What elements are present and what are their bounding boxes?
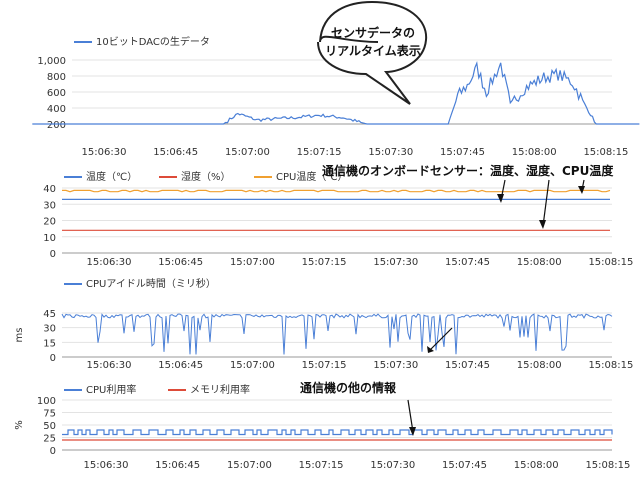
y-tick-label: 800 [47, 72, 66, 83]
y-tick-label: 75 [43, 409, 56, 420]
arrow-humidity [542, 179, 550, 227]
y-tick-label: 25 [43, 434, 56, 445]
y-tick-label: 50 [43, 421, 56, 432]
callout-line-1: センサデータの [331, 25, 415, 40]
x-tick-label: 15:08:15 [588, 257, 633, 268]
y-axis-label: ms [14, 328, 25, 343]
y-tick-label: 600 [47, 88, 66, 99]
x-tick-label: 15:08:00 [514, 460, 559, 471]
callout-bubble [317, 0, 428, 105]
x-tick-label: 15:07:00 [227, 460, 272, 471]
y-tick-label: 15 [43, 338, 56, 349]
y-tick-label: 30 [43, 200, 56, 211]
y-tick-label: 0 [50, 446, 56, 457]
y-tick-label: 100 [37, 396, 56, 407]
x-tick-label: 15:07:15 [302, 257, 347, 268]
annotation-layer: センサデータの リアルタイム表示 通信機のオンボードセンサー：温度、湿度、CPU… [300, 0, 614, 436]
y-tick-label: 1,000 [37, 56, 66, 67]
y-tick-label: 20 [43, 217, 56, 228]
x-tick-label: 15:07:00 [230, 360, 275, 371]
x-tick-label: 15:07:15 [297, 147, 342, 158]
chart-panel-3: 0 15 30 45 15:06:30 15:06:45 15:07:00 15:07:15 1… [14, 277, 633, 371]
x-tick-label: 15:08:15 [583, 147, 628, 158]
x-tick-label: 15:06:45 [153, 147, 198, 158]
arrow-temp-head [497, 194, 504, 203]
x-tick-label: 15:07:45 [440, 147, 485, 158]
other-info-annotation: 通信機の他の情報 [300, 380, 397, 395]
arrow-idle [429, 327, 453, 351]
x-tick-label: 15:07:30 [373, 257, 418, 268]
arrow-humidity-head [539, 220, 546, 229]
chart-panel-1: 200 400 600 800 1,000 15:06:30 15:06:45 15:07:0… [32, 35, 640, 158]
x-tick-label: 15:08:15 [588, 360, 633, 371]
x-tick-label: 15:07:15 [302, 360, 347, 371]
legend-label: メモリ利用率 [190, 383, 250, 396]
chart-panel-2: 0 10 20 30 40 15:06:30 15:06:45 15:07:00 15:07:1… [43, 170, 633, 268]
x-tick-label: 15:07:45 [445, 257, 490, 268]
legend-label: CPUアイドル時間（ミリ秒） [86, 277, 216, 290]
series-line-3 [62, 189, 611, 193]
legend-label: CPU利用率 [86, 383, 136, 396]
arrow-other-head [409, 427, 416, 436]
y-tick-label: 40 [43, 184, 56, 195]
series-line-cpu-idle [61, 313, 613, 355]
x-tick-label: 15:06:30 [82, 147, 127, 158]
x-tick-label: 15:07:30 [368, 147, 413, 158]
x-tick-label: 15:08:15 [585, 460, 630, 471]
x-tick-label: 15:06:45 [158, 257, 203, 268]
x-tick-label: 15:06:30 [84, 460, 129, 471]
x-tick-label: 15:08:00 [517, 360, 562, 371]
x-tick-label: 15:07:45 [445, 360, 490, 371]
y-tick-label: 200 [47, 120, 66, 131]
x-tick-label: 15:07:15 [299, 460, 344, 471]
callout-line-2: リアルタイム表示 [325, 43, 421, 58]
x-tick-label: 15:07:00 [225, 147, 270, 158]
y-tick-label: 0 [50, 249, 56, 260]
legend-label: 湿度（%） [181, 170, 231, 183]
x-tick-label: 15:08:00 [517, 257, 562, 268]
legend-label: 温度（℃） [86, 170, 137, 183]
x-tick-label: 15:08:00 [512, 147, 557, 158]
arrow-other [407, 399, 414, 433]
x-tick-label: 15:07:45 [442, 460, 487, 471]
arrow-idle-head [427, 346, 434, 353]
x-tick-label: 15:06:30 [87, 257, 132, 268]
y-tick-label: 10 [43, 233, 56, 244]
y-tick-label: 400 [47, 104, 66, 115]
legend-label: CPU温度（℃） [276, 170, 348, 183]
x-tick-label: 15:07:00 [230, 257, 275, 268]
series-line-dac [32, 60, 640, 125]
x-tick-label: 15:06:45 [155, 460, 200, 471]
x-tick-label: 15:06:30 [87, 360, 132, 371]
y-tick-label: 45 [43, 309, 56, 320]
series-line-cpu-usage [62, 429, 613, 436]
arrow-cpu-temp-head [578, 186, 585, 194]
x-tick-label: 15:06:45 [158, 360, 203, 371]
x-tick-label: 15:07:30 [370, 460, 415, 471]
x-tick-label: 15:07:30 [373, 360, 418, 371]
legend-label: 10ビットDACの生データ [96, 35, 210, 48]
y-tick-label: 0 [50, 353, 56, 364]
y-axis-label: % [14, 420, 25, 430]
y-tick-label: 30 [43, 324, 56, 335]
onboard-sensor-annotation: 通信機のオンボードセンサー：温度、湿度、CPU温度 [322, 163, 614, 178]
